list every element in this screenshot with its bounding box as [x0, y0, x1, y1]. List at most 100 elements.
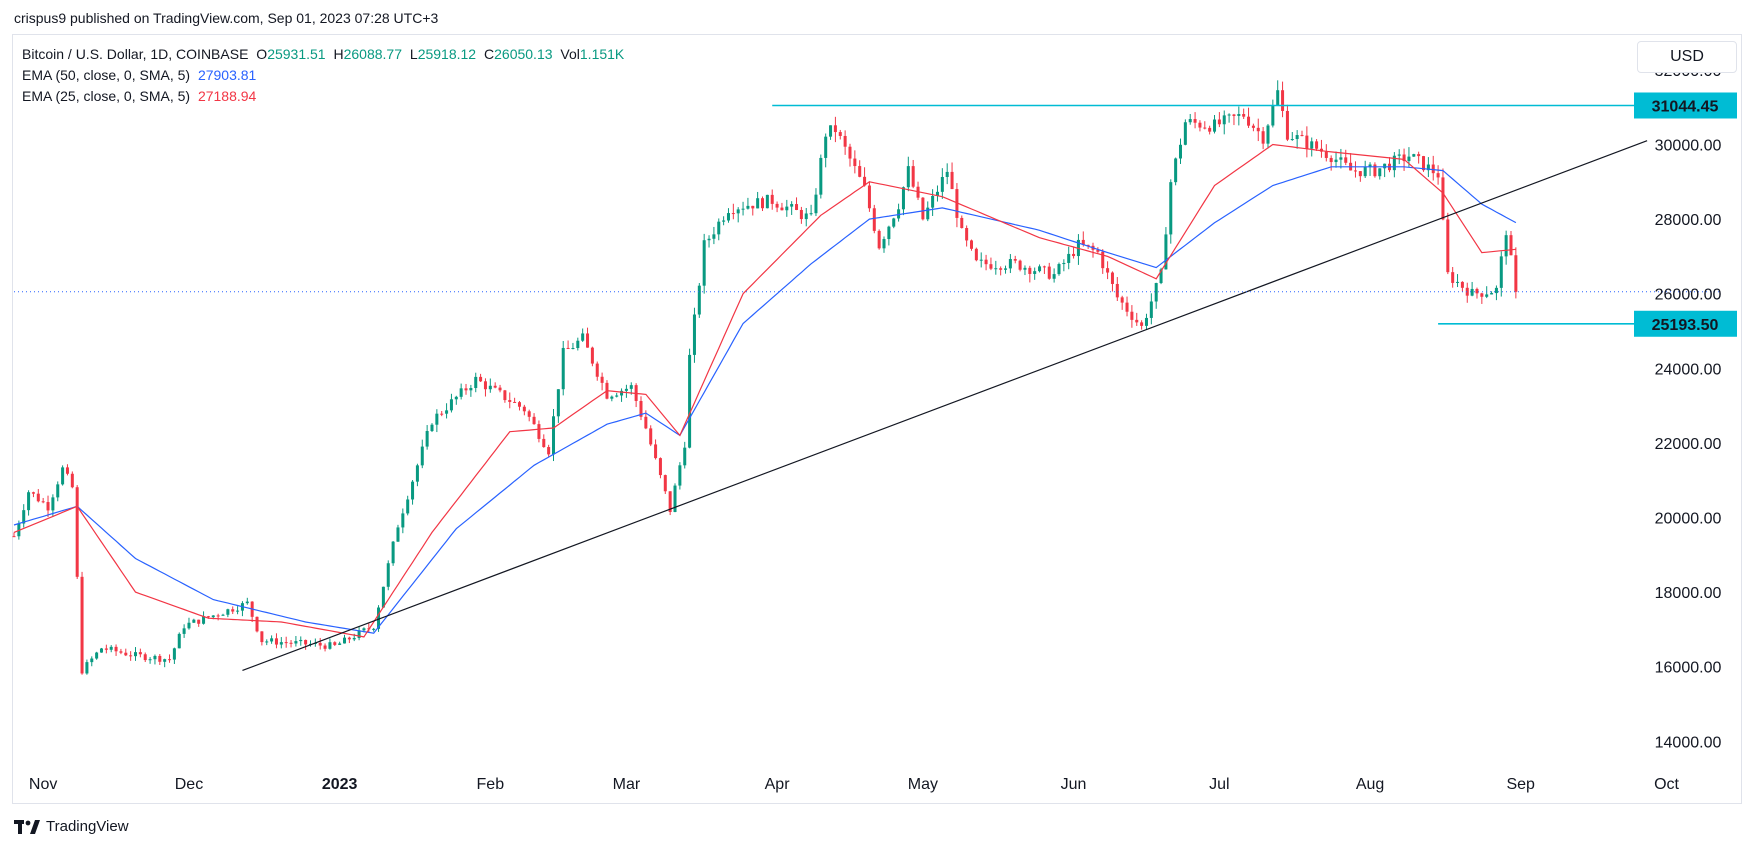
- candle-body: [411, 481, 415, 500]
- candle-body: [517, 402, 521, 407]
- candle-body: [537, 424, 541, 439]
- candle-body: [1164, 234, 1168, 270]
- symbol-label[interactable]: Bitcoin / U.S. Dollar, 1D, COINBASE: [22, 46, 249, 62]
- candle-body: [343, 637, 347, 644]
- candle-body: [172, 648, 176, 660]
- candle-body: [799, 209, 803, 220]
- candle-body: [1465, 287, 1469, 296]
- candle-body: [104, 648, 108, 650]
- x-tick-label: Oct: [1654, 776, 1679, 793]
- candle-body: [454, 396, 458, 400]
- candle-body: [479, 376, 483, 382]
- candle-body: [1441, 177, 1445, 220]
- x-tick-label: Aug: [1356, 776, 1384, 793]
- candle-body: [658, 458, 662, 476]
- candle-body: [1392, 155, 1396, 171]
- ohlc-row: Bitcoin / U.S. Dollar, 1D, COINBASE O259…: [22, 44, 624, 65]
- candle-body: [1227, 114, 1231, 116]
- ema25-label: EMA (25, close, 0, SMA, 5): [22, 88, 191, 104]
- candle-body: [474, 376, 478, 389]
- currency-button[interactable]: USD: [1637, 41, 1737, 73]
- high-value: 26088.77: [343, 46, 403, 62]
- candle-body: [921, 197, 925, 220]
- candle-body: [338, 643, 342, 645]
- candle-body: [1169, 182, 1173, 235]
- candle-body: [780, 207, 784, 211]
- candle-body: [459, 388, 463, 397]
- candle-body: [610, 396, 614, 399]
- candle-body: [697, 285, 701, 315]
- candle-body: [644, 416, 648, 429]
- candle-body: [1154, 283, 1158, 302]
- candle-body: [620, 390, 624, 396]
- candle-body: [722, 220, 726, 222]
- candle-body: [216, 615, 220, 617]
- candle-body: [352, 637, 356, 640]
- candle-body: [751, 205, 755, 209]
- candle-body: [1431, 164, 1435, 174]
- candle-body: [304, 639, 308, 645]
- candle-body: [814, 194, 818, 214]
- candle-body: [527, 411, 531, 417]
- candle-body: [221, 614, 225, 616]
- candle-body: [61, 467, 65, 485]
- y-tick-label: 24000.00: [1655, 361, 1722, 378]
- candle-body: [1038, 266, 1042, 272]
- candle-body: [129, 655, 133, 657]
- candle-body: [1193, 119, 1197, 123]
- candle-body: [323, 645, 327, 649]
- ema25-line: [13, 143, 1516, 638]
- candle-body: [999, 268, 1003, 270]
- candle-body: [1368, 164, 1372, 168]
- candle-body: [1047, 266, 1051, 279]
- candle-body: [1514, 255, 1518, 292]
- candle-body: [1004, 268, 1008, 270]
- candle-body: [989, 264, 993, 269]
- ema25-row[interactable]: EMA (25, close, 0, SMA, 5) 27188.94: [22, 86, 624, 107]
- y-tick-label: 20000.00: [1655, 511, 1722, 528]
- candle-body: [1422, 156, 1426, 171]
- candle-body: [1042, 266, 1046, 268]
- footer-brand[interactable]: TradingView: [14, 818, 129, 835]
- candle-body: [1125, 302, 1129, 312]
- candle-body: [1057, 264, 1061, 275]
- resistance-label: 31044.45: [1652, 98, 1719, 115]
- candle-body: [654, 444, 658, 459]
- candle-body: [415, 465, 419, 482]
- candle-body: [1344, 157, 1348, 163]
- candle-body: [270, 638, 274, 642]
- candle-body: [1378, 168, 1382, 177]
- candle-body: [1329, 157, 1333, 163]
- candle-body: [119, 651, 123, 653]
- candle-body: [1373, 164, 1377, 177]
- candle-body: [940, 176, 944, 192]
- candle-body: [163, 659, 167, 662]
- open-value: 25931.51: [267, 46, 326, 62]
- candle-body: [1436, 173, 1440, 178]
- chart-legend: Bitcoin / U.S. Dollar, 1D, COINBASE O259…: [22, 44, 624, 107]
- candle-body: [1383, 163, 1387, 169]
- ema50-row[interactable]: EMA (50, close, 0, SMA, 5) 27903.81: [22, 65, 624, 86]
- candle-body: [877, 230, 881, 249]
- y-tick-label: 14000.00: [1655, 734, 1722, 751]
- candle-body: [27, 492, 31, 511]
- candle-body: [1295, 135, 1299, 140]
- candle-body: [668, 491, 672, 513]
- candle-body: [848, 146, 852, 159]
- x-tick-label: Dec: [175, 776, 203, 793]
- candle-body: [299, 639, 303, 642]
- candle-body: [260, 631, 264, 643]
- candle-body: [333, 642, 337, 645]
- candle-body: [853, 158, 857, 167]
- candle-body: [624, 388, 628, 391]
- candle-body: [1266, 125, 1270, 144]
- candle-body: [1276, 90, 1280, 105]
- candle-body: [775, 203, 779, 208]
- open-label: O: [256, 46, 268, 62]
- trendline: [242, 140, 1648, 672]
- candle-body: [969, 240, 974, 249]
- volume-label: Vol: [560, 46, 580, 62]
- ema50-value: 27903.81: [197, 67, 257, 83]
- candle-body: [445, 410, 449, 414]
